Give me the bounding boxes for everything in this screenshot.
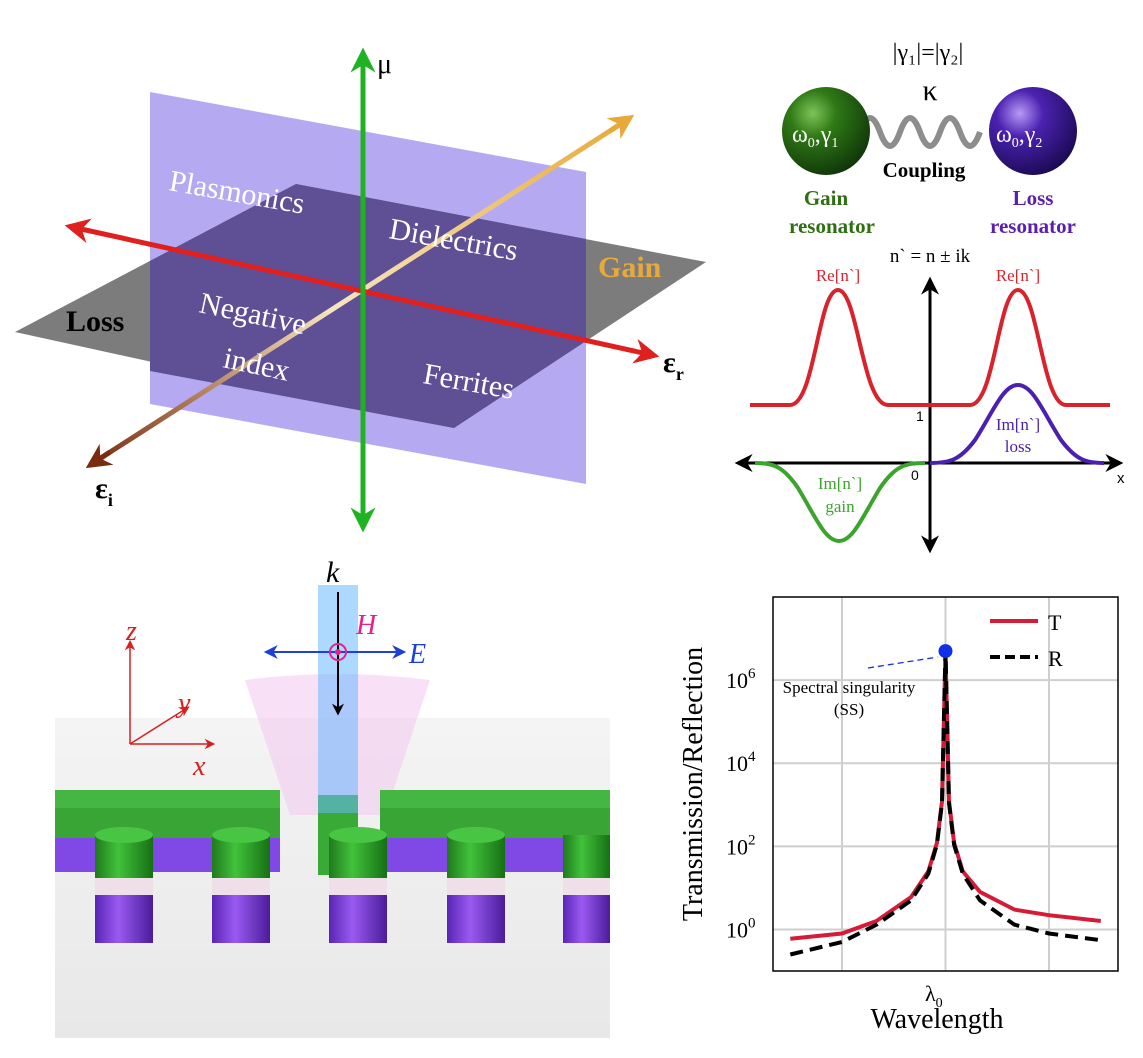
cyl2-top <box>212 827 270 843</box>
im-gain-curve <box>754 461 926 544</box>
ss-label-1: Spectral singularity <box>783 678 916 697</box>
gain-label: Gain <box>598 251 662 284</box>
gain-ball-label: ω0,γ1 <box>792 122 838 151</box>
cyl1-top <box>95 827 153 843</box>
legend-t-label: T <box>1048 610 1062 635</box>
tick-0-label: 0 <box>911 467 919 483</box>
eps-r-label: εr <box>663 346 684 384</box>
back-row-right <box>380 790 610 810</box>
axis-gain-arrowhead <box>606 114 635 140</box>
cyl3-purple <box>329 895 387 943</box>
triad-x-label: x <box>192 751 206 782</box>
cyl5-purple <box>563 895 610 943</box>
chart-xtick: λ0 <box>925 981 943 1011</box>
y-tick-label: 102 <box>726 832 756 859</box>
cyl1-purple <box>95 895 153 943</box>
y-tick-labels: 100 102 104 106 <box>726 666 756 942</box>
cyl3-top <box>329 827 387 843</box>
kappa-label: κ <box>922 74 937 107</box>
coupling-label: Coupling <box>883 158 966 182</box>
gain-resonator-ball <box>782 87 870 175</box>
im-loss-label-1: Im[n`] <box>996 415 1040 434</box>
re-label-right: Re[n`] <box>996 266 1040 285</box>
loss-ball-label: ω0,γ2 <box>996 122 1042 151</box>
cyl4-white <box>447 878 505 895</box>
panel-metasurface: k H E z y x <box>55 556 610 1038</box>
axis-eps-i-arrowhead <box>85 443 114 469</box>
cylinder-front-5 <box>563 835 610 943</box>
cyl2-white <box>212 878 270 895</box>
y-tick-label: 106 <box>726 666 756 693</box>
ss-dot <box>938 644 953 659</box>
y-tick-label: 104 <box>726 749 756 776</box>
k-label: k <box>326 556 340 589</box>
gamma-equality: |γ₁|=|γ₂| <box>893 40 964 66</box>
cyl2-purple <box>212 895 270 943</box>
index-equation: n` = n ± ik <box>890 246 971 267</box>
h-label: H <box>355 610 378 641</box>
gain-resonator-label-2: resonator <box>789 214 875 238</box>
chart-legend: T R <box>990 610 1063 671</box>
loss-resonator-label-1: Loss <box>1013 186 1054 210</box>
im-gain-label-1: Im[n`] <box>818 474 862 493</box>
cyl5-green <box>563 835 610 878</box>
cyl4-top <box>447 827 505 843</box>
im-loss-label-2: loss <box>1005 437 1031 456</box>
cyl5-white <box>563 878 610 895</box>
h-field-dot <box>335 649 341 655</box>
e-label: E <box>408 639 426 670</box>
ss-label-2: (SS) <box>834 700 864 719</box>
ss-pointer <box>867 656 938 669</box>
triad-y-label: y <box>175 688 191 719</box>
spring-coupling <box>857 115 983 149</box>
re-index-curve <box>750 287 1110 407</box>
cyl3-white <box>329 878 387 895</box>
chart-ylabel: Transmission/Reflection <box>678 647 709 921</box>
cylinder-front-3 <box>329 827 387 943</box>
loss-resonator-ball <box>989 87 1077 175</box>
profile-x-label: x <box>1117 470 1125 487</box>
cyl4-purple <box>447 895 505 943</box>
h-field-symbol <box>329 643 347 661</box>
cylinder-front-2 <box>212 827 270 943</box>
im-loss-curve <box>929 382 1105 465</box>
cylinder-front-4 <box>447 827 505 943</box>
back-row-left <box>55 790 280 810</box>
gain-resonator-label-1: Gain <box>804 186 849 210</box>
y-tick-label: 100 <box>726 915 756 942</box>
cyl1-white <box>95 878 153 895</box>
chart-xlabel: Wavelength <box>870 1004 1003 1035</box>
cylinder-front-1 <box>95 827 153 943</box>
im-gain-label-2: gain <box>825 497 855 516</box>
tick-1-label: 1 <box>916 408 924 424</box>
chart-frame <box>772 596 1119 972</box>
eps-i-label: εi <box>95 472 113 510</box>
loss-label: Loss <box>66 305 124 338</box>
mu-label: μ <box>377 49 392 80</box>
re-label-left: Re[n`] <box>816 266 860 285</box>
panel-coupled-resonators: |γ₁|=|γ₂| κ ω0,γ1 ω0,γ2 Coupling Gain re… <box>734 40 1125 554</box>
legend-r-label: R <box>1048 646 1063 671</box>
loss-resonator-label-2: resonator <box>990 214 1076 238</box>
panel-material-space: μ εr εi Plasmonics Dielectrics Negative … <box>15 47 706 533</box>
triad-z-label: z <box>125 616 137 647</box>
triad-y <box>129 706 190 745</box>
